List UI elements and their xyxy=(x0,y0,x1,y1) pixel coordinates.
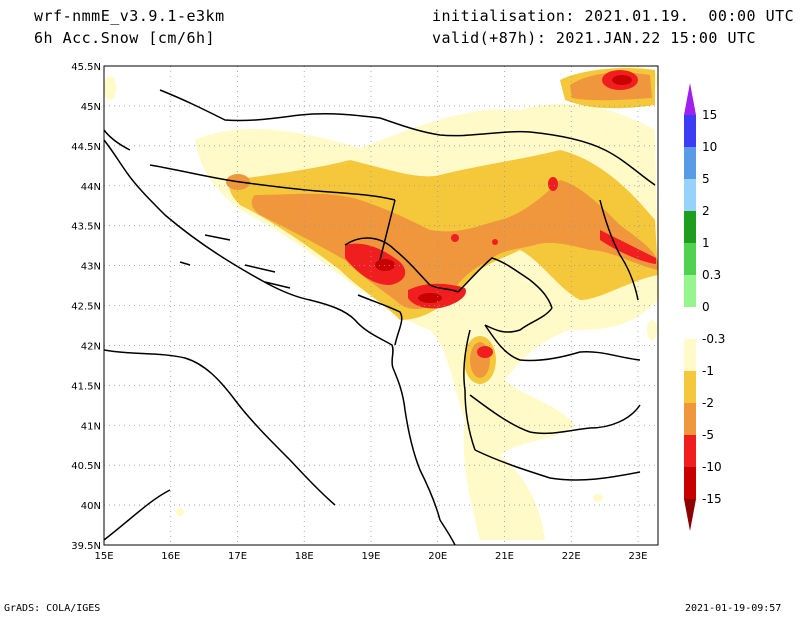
colorbar-label: -15 xyxy=(702,492,722,506)
plot-frame xyxy=(103,65,659,546)
variable-label: 6h Acc.Snow [cm/6h] xyxy=(34,29,216,47)
lat-axis: 45.5N 45N 44.5N 44N 43.5N 43N 42.5N 42N 41.5N 41N… xyxy=(71,62,101,552)
colorbar-label: 0 xyxy=(702,300,710,314)
colorbar-label: 0.3 xyxy=(702,268,721,282)
lon-tick-label: 18E xyxy=(295,551,314,562)
lat-tick-label: 41.5N xyxy=(71,381,101,392)
colorbar-label: 5 xyxy=(702,172,710,186)
lat-tick-label: 43N xyxy=(81,262,101,273)
colorbar-swatch xyxy=(684,403,696,435)
lon-tick-label: 19E xyxy=(361,551,380,562)
colorbar-swatch xyxy=(684,115,696,147)
snow-field xyxy=(104,66,658,540)
lat-tick-label: 42N xyxy=(81,341,101,352)
lon-tick-label: 22E xyxy=(562,551,581,562)
colorbar-swatch xyxy=(684,339,696,371)
colorbar-swatch xyxy=(684,467,696,499)
footer-timestamp: 2021-01-19-09:57 xyxy=(685,603,782,614)
lon-tick-label: 17E xyxy=(228,551,247,562)
colorbar-swatch xyxy=(684,371,696,403)
lon-tick-label: 16E xyxy=(161,551,180,562)
init-time: initialisation: 2021.01.19. 00:00 UTC xyxy=(432,7,795,25)
colorbar-arrow-top xyxy=(684,83,696,115)
lon-tick-label: 23E xyxy=(628,551,647,562)
lat-tick-label: 44.5N xyxy=(71,142,101,153)
lat-tick-label: 40.5N xyxy=(71,461,101,472)
colorbar-arrow-bottom xyxy=(684,499,696,531)
colorbar-swatch xyxy=(684,211,696,243)
model-label: wrf-nmmE_v3.9.1-e3km xyxy=(34,7,225,25)
lon-tick-label: 20E xyxy=(428,551,447,562)
colorbar-label: 1 xyxy=(702,236,710,250)
lat-tick-label: 39.5N xyxy=(71,541,101,552)
colorbar-label: 15 xyxy=(702,108,717,122)
coastlines-borders xyxy=(104,89,656,545)
lon-tick-label: 21E xyxy=(495,551,514,562)
lat-tick-label: 41N xyxy=(81,421,101,432)
valid-time: valid(+87h): 2021.JAN.22 15:00 UTC xyxy=(432,29,757,47)
colorbar-swatch xyxy=(684,275,696,307)
footer-credit: GrADS: COLA/IGES xyxy=(4,603,101,614)
colorbar-swatch xyxy=(684,307,696,339)
lon-axis: 15E 16E 17E 18E 19E 20E 21E 22E 23E xyxy=(94,551,647,562)
colorbar-swatch xyxy=(684,243,696,275)
lat-tick-label: 40N xyxy=(81,501,101,512)
lat-tick-label: 43.5N xyxy=(71,222,101,233)
lon-tick-label: 15E xyxy=(94,551,113,562)
lat-tick-label: 44N xyxy=(81,182,101,193)
colorbar-label: 10 xyxy=(702,140,717,154)
colorbar-swatch xyxy=(684,147,696,179)
colorbar-label: -1 xyxy=(702,364,714,378)
lat-tick-label: 45.5N xyxy=(71,62,101,73)
colorbar-label: 2 xyxy=(702,204,710,218)
lat-tick-label: 42.5N xyxy=(71,302,101,313)
colorbar: 15 10 5 2 1 0.3 0 -0.3 -1 -2 -5 -10 -15 xyxy=(684,83,725,531)
colorbar-swatch xyxy=(684,435,696,467)
colorbar-label: -10 xyxy=(702,460,722,474)
colorbar-swatch xyxy=(684,179,696,211)
colorbar-label: -5 xyxy=(702,428,714,442)
colorbar-label: -2 xyxy=(702,396,714,410)
lat-tick-label: 45N xyxy=(81,102,101,113)
colorbar-label: -0.3 xyxy=(702,332,725,346)
